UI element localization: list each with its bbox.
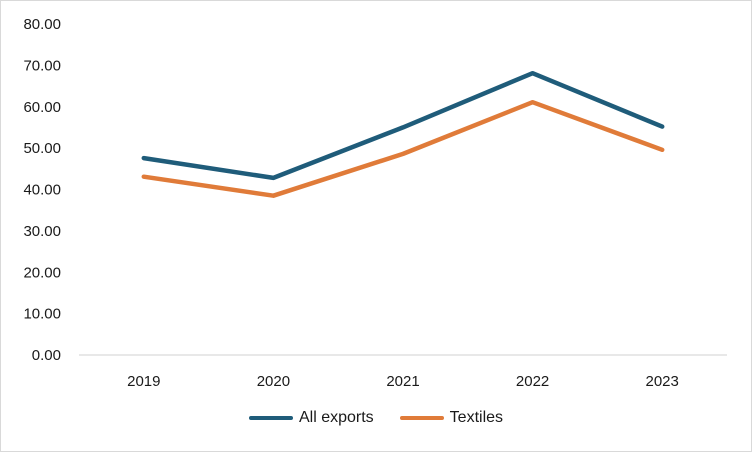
y-tick-label: 50.00 <box>23 140 61 157</box>
y-tick-label: 40.00 <box>23 182 61 199</box>
y-tick-label: 60.00 <box>23 99 61 116</box>
y-tick-label: 10.00 <box>23 306 61 323</box>
legend: All exports Textiles <box>1 409 751 427</box>
y-tick-label: 30.00 <box>23 223 61 240</box>
x-tick-label: 2020 <box>257 373 290 390</box>
legend-swatch-textiles <box>399 416 444 420</box>
x-tick-label: 2019 <box>127 373 160 390</box>
y-tick-label: 0.00 <box>32 347 61 364</box>
legend-swatch-all-exports <box>248 416 293 420</box>
series-line-all-exports <box>141 70 665 181</box>
x-tick-label: 2021 <box>386 373 419 390</box>
x-tick-label: 2023 <box>646 373 679 390</box>
legend-label-textiles: Textiles <box>449 409 504 426</box>
series-line-textiles <box>141 99 665 198</box>
y-tick-label: 20.00 <box>23 264 61 281</box>
y-tick-label: 80.00 <box>23 16 61 33</box>
x-tick-label: 2022 <box>516 373 549 390</box>
y-tick-label: 70.00 <box>23 57 61 74</box>
legend-label-all-exports: All exports <box>298 409 374 426</box>
legend-item-textiles: Textiles <box>399 409 504 427</box>
legend-item-all-exports: All exports <box>248 409 374 427</box>
